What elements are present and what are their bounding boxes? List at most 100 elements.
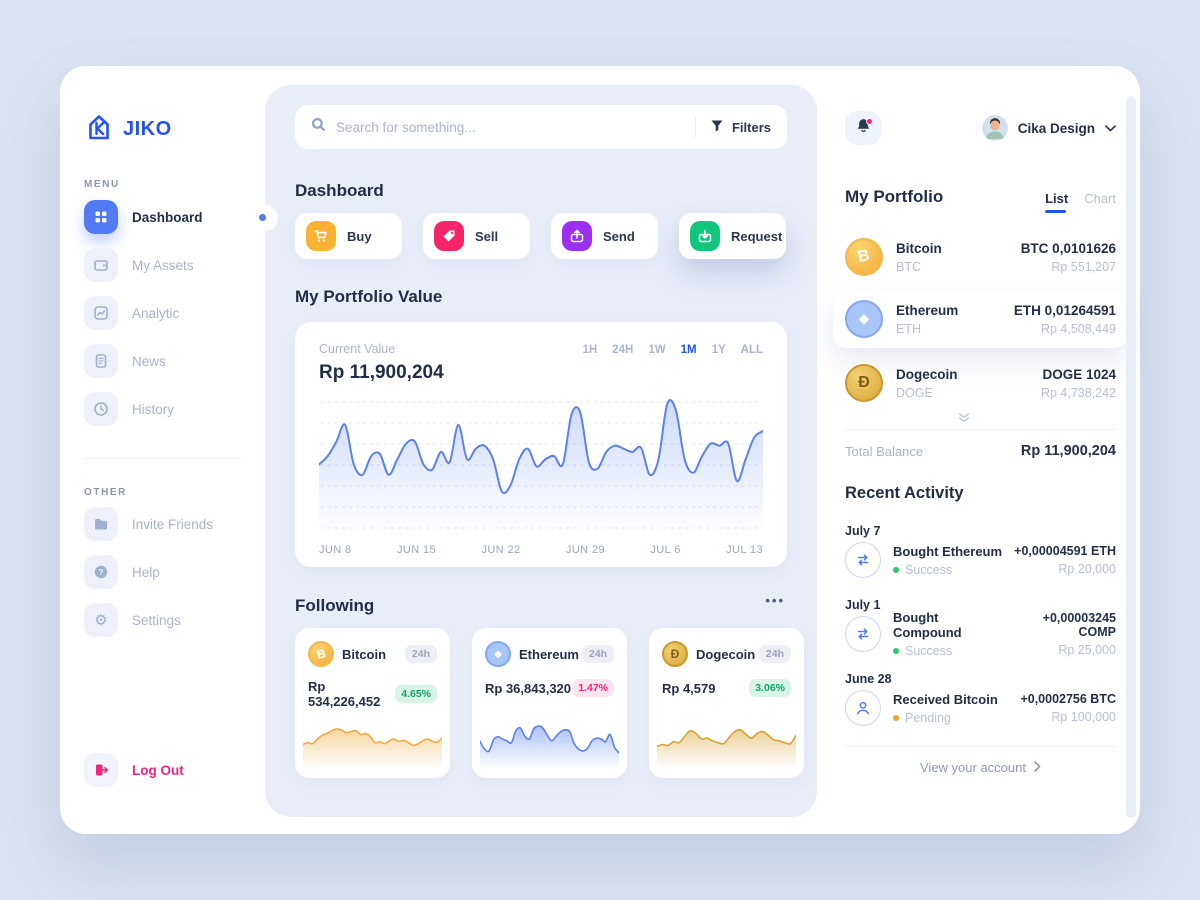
bell-icon (855, 117, 872, 139)
asset-name: Dogecoin (896, 366, 958, 382)
wallet-icon (84, 248, 118, 282)
recent-activity-title: Recent Activity (845, 484, 964, 502)
analytics-icon (84, 296, 118, 330)
activity-item-received-bitcoin[interactable]: Received Bitcoin Pending +0,0002756 BTC … (845, 688, 1116, 728)
sidebar-item-news[interactable]: News (84, 344, 203, 378)
asset-row-dogecoin[interactable]: Ð Dogecoin DOGE DOGE 1024 Rp 4,738,242 (845, 358, 1116, 408)
bitcoin-icon: B (845, 238, 883, 276)
range-24h[interactable]: 24H (612, 344, 634, 356)
view-account-link[interactable]: View your account (845, 760, 1116, 775)
tag-icon (434, 221, 464, 251)
change-badge: 3.06% (749, 679, 791, 697)
main-panel: Filters Dashboard Buy Sell Send (265, 85, 817, 817)
period-badge: 24h (758, 645, 791, 663)
coin-price: Rp 534,226,452 (308, 679, 381, 709)
notification-dot (866, 118, 873, 125)
range-1m[interactable]: 1M (680, 344, 697, 356)
sidebar-item-dashboard[interactable]: Dashboard (84, 200, 203, 234)
chevron-right-icon (1034, 760, 1041, 775)
funnel-icon (710, 119, 724, 136)
more-options-button[interactable]: ••• (765, 593, 785, 608)
sidebar-item-label: Analytic (132, 305, 180, 321)
asset-symbol: BTC (896, 259, 921, 274)
quick-actions: Buy Sell Send Request (295, 213, 789, 259)
activity-amount: +0,00003245 COMP (1042, 611, 1116, 639)
asset-row-ethereum[interactable]: ◆ Ethereum ETH ETH 0,01264591 Rp 4,508,4… (845, 294, 1116, 344)
following-title: Following (295, 596, 375, 615)
right-panel: Cika Design My Portfolio List Chart B Bi… (817, 66, 1140, 834)
sidebar-item-analytic[interactable]: Analytic (84, 296, 203, 330)
ethereum-sparkline (479, 711, 620, 769)
activity-title: Bought Compound (893, 610, 962, 640)
expand-assets-button[interactable] (817, 410, 1110, 428)
page-title: Dashboard (295, 181, 384, 200)
sidebar: JIKO MENU Dashboard My Assets Analytic (60, 66, 265, 834)
sidebar-item-help[interactable]: ? Help (84, 555, 213, 589)
request-button[interactable]: Request (679, 213, 786, 259)
activity-date: July 1 (845, 598, 881, 612)
user-menu[interactable]: Cika Design (981, 115, 1116, 141)
portfolio-chart (318, 396, 764, 536)
asset-amount: ETH 0,01264591 (1013, 302, 1116, 318)
tab-list[interactable]: List (1045, 191, 1068, 213)
avatar (981, 115, 1008, 141)
activity-date: June 28 (845, 672, 892, 686)
logo: JIKO (84, 112, 172, 147)
other-menu: Invite Friends ? Help ⚙ Settings (84, 507, 213, 637)
following-card-ethereum[interactable]: ◆ Ethereum 24h Rp 36,843,320 1.47% (472, 628, 627, 778)
period-badge: 24h (581, 645, 614, 663)
range-all[interactable]: ALL (740, 344, 763, 356)
chart-x-axis: JUN 8 JUN 15 JUN 22 JUN 29 JUL 6 JUL 13 (319, 544, 763, 556)
range-1y[interactable]: 1Y (711, 344, 726, 356)
x-tick: JUL 6 (650, 544, 681, 556)
logout-label: Log Out (132, 762, 184, 778)
sidebar-item-invite-friends[interactable]: Invite Friends (84, 507, 213, 541)
asset-value: Rp 4,508,449 (1040, 321, 1116, 336)
search-divider (694, 117, 696, 137)
search-input[interactable] (336, 119, 681, 135)
cart-icon (306, 221, 336, 251)
search-bar: Filters (295, 105, 787, 149)
sidebar-item-label: Invite Friends (132, 516, 214, 532)
send-button[interactable]: Send (551, 213, 658, 259)
sidebar-item-my-assets[interactable]: My Assets (84, 248, 203, 282)
current-value: Rp 11,900,204 (319, 362, 444, 383)
sidebar-item-label: Settings (132, 612, 181, 628)
activity-item-bought-ethereum[interactable]: Bought Ethereum Success +0,00004591 ETH … (845, 540, 1116, 580)
status-dot (893, 714, 899, 721)
following-card-bitcoin[interactable]: B Bitcoin 24h Rp 534,226,452 4.65% (295, 628, 450, 778)
scrollbar-track[interactable] (1126, 96, 1136, 818)
activity-status: Success (905, 644, 953, 658)
asset-row-bitcoin[interactable]: B Bitcoin BTC BTC 0,0101626 Rp 551,207 (845, 232, 1116, 282)
logout-button[interactable]: Log Out (84, 753, 184, 787)
send-box-icon (562, 221, 592, 251)
activity-item-bought-compound[interactable]: Bought Compound Success +0,00003245 COMP… (845, 610, 1116, 658)
activity-status: Success (905, 562, 953, 577)
app-window: JIKO MENU Dashboard My Assets Analytic (60, 66, 1140, 834)
activity-title: Bought Ethereum (893, 543, 1003, 559)
range-1h[interactable]: 1H (582, 344, 598, 356)
notifications-button[interactable] (845, 111, 881, 145)
jiko-logo-icon (84, 112, 114, 147)
activity-amount: +0,00004591 ETH (1014, 544, 1116, 558)
following-card-dogecoin[interactable]: Ð Dogecoin 24h Rp 4,579 3.06% (649, 628, 804, 778)
asset-symbol: DOGE (896, 385, 933, 400)
period-badge: 24h (404, 645, 437, 663)
tab-chart[interactable]: Chart (1084, 191, 1116, 206)
view-account-label: View your account (920, 760, 1026, 775)
sell-button[interactable]: Sell (423, 213, 530, 259)
buy-button[interactable]: Buy (295, 213, 402, 259)
asset-name: Bitcoin (896, 240, 942, 256)
total-balance-label: Total Balance (845, 443, 924, 459)
activity-value: Rp 100,000 (1051, 710, 1116, 724)
divider (845, 746, 1116, 747)
coin-price: Rp 4,579 (662, 680, 716, 696)
dogecoin-icon: Ð (662, 641, 688, 667)
divider (845, 429, 1116, 430)
user-name: Cika Design (1017, 120, 1095, 136)
portfolio-tabs: List Chart (1045, 191, 1116, 213)
sidebar-item-settings[interactable]: ⚙ Settings (84, 603, 213, 637)
range-1w[interactable]: 1W (648, 344, 666, 356)
sidebar-item-history[interactable]: History (84, 392, 203, 426)
filters-button[interactable]: Filters (710, 119, 771, 136)
